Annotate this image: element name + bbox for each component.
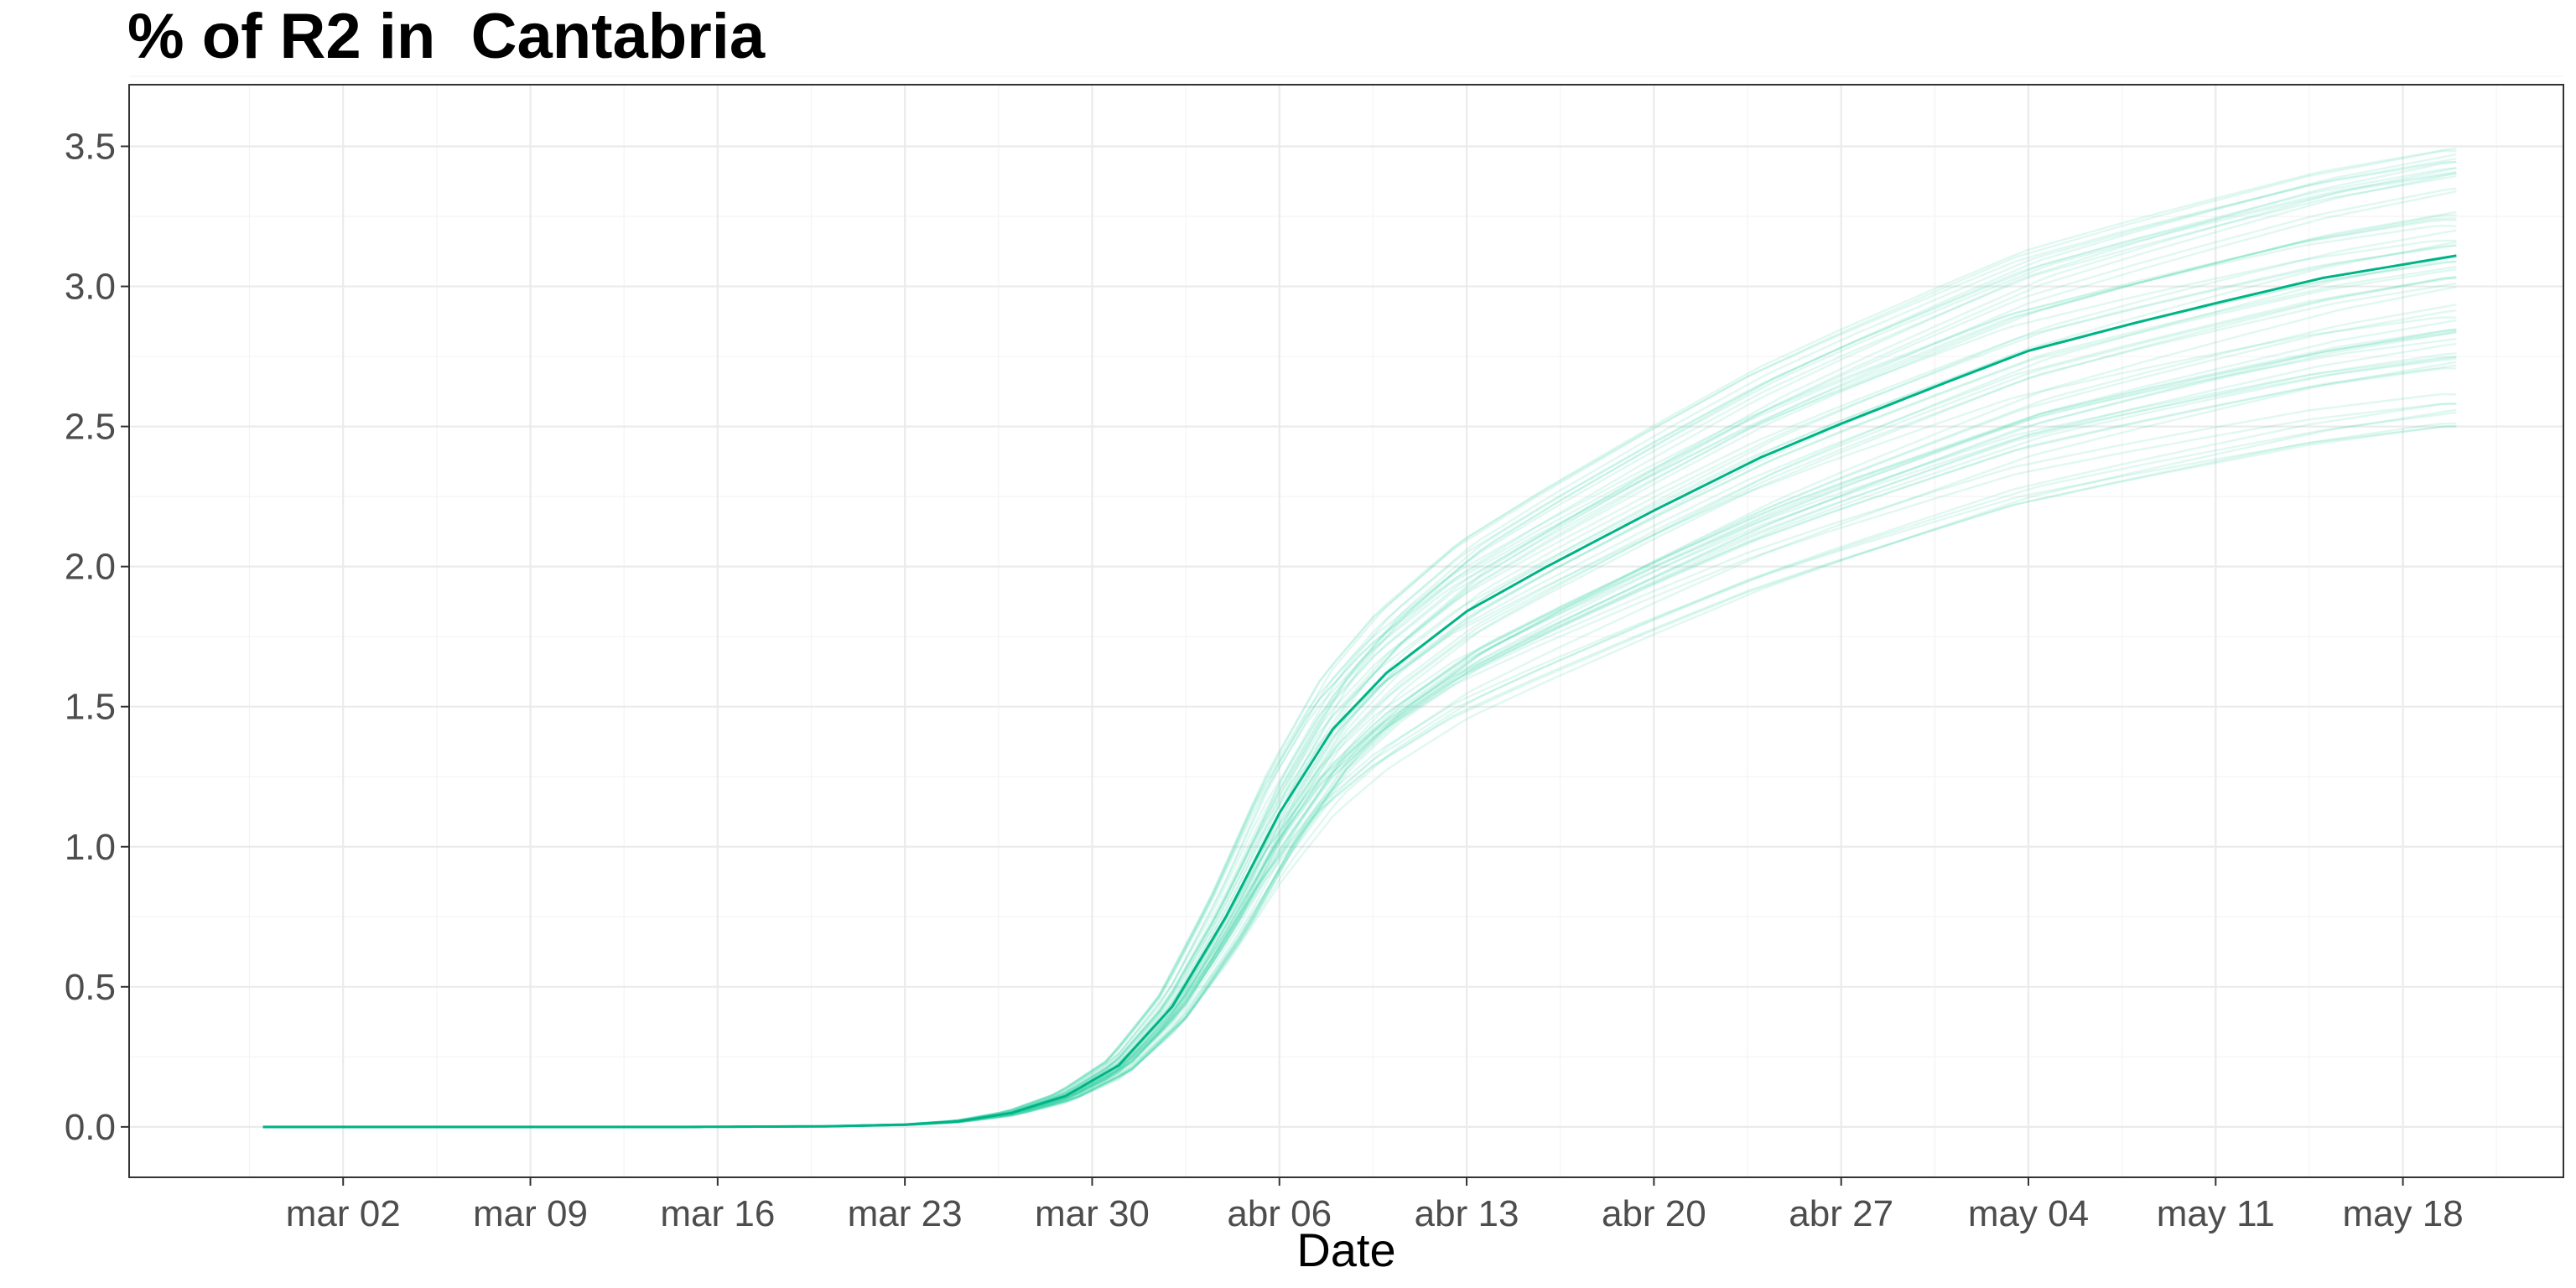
x-tick-label: mar 09	[473, 1193, 588, 1234]
x-tick-label: abr 27	[1789, 1193, 1893, 1234]
x-axis: mar 02 mar 09 mar 16 mar 23 mar 30 abr 06 abr …	[286, 1177, 2464, 1234]
y-tick-label: 3.5	[65, 127, 116, 168]
x-tick-label: abr 13	[1415, 1193, 1519, 1234]
grid-minor	[129, 75, 2563, 1177]
x-axis-title: Date	[1296, 1223, 1395, 1276]
x-tick-label: may 04	[1968, 1193, 2089, 1234]
x-tick-label: mar 23	[848, 1193, 963, 1234]
x-tick-label: abr 06	[1227, 1193, 1332, 1234]
x-tick-label: mar 16	[660, 1193, 775, 1234]
y-tick-label: 1.5	[65, 687, 116, 728]
median-line	[262, 254, 2457, 1129]
x-tick-label: may 18	[2342, 1193, 2463, 1234]
x-tick-label: may 11	[2157, 1193, 2275, 1234]
grid-major	[129, 85, 2563, 1177]
y-tick-label: 2.0	[65, 547, 116, 588]
y-axis: 0.0 0.5 1.0 1.5 2.0 2.5 3.0 3.5	[65, 127, 129, 1148]
y-tick-label: 1.0	[65, 827, 116, 868]
x-tick-label: abr 20	[1602, 1193, 1706, 1234]
y-tick-label: 0.5	[65, 967, 116, 1008]
y-tick-label: 2.5	[65, 407, 116, 448]
y-tick-label: 0.0	[65, 1107, 116, 1148]
x-tick-label: mar 30	[1035, 1193, 1150, 1234]
y-tick-label: 3.0	[65, 267, 116, 308]
panel-background	[129, 85, 2563, 1177]
median-line-path	[262, 254, 2457, 1129]
chart-title: % of R2 in Cantabria	[127, 1, 766, 72]
panel-border	[128, 84, 2564, 1178]
x-tick-label: mar 02	[286, 1193, 401, 1234]
